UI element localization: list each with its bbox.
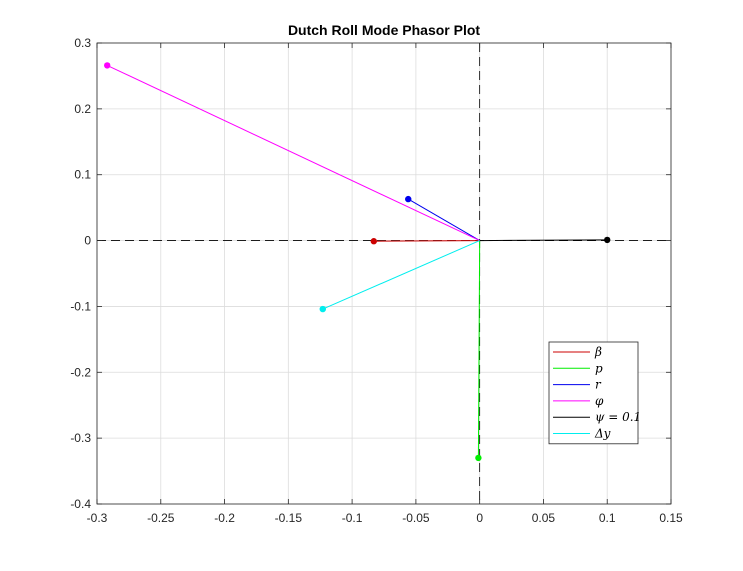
y-tick-label: -0.3 xyxy=(70,431,91,445)
x-tick-label: 0.1 xyxy=(599,511,616,525)
x-tick-label: 0.05 xyxy=(532,511,556,525)
legend-label-4: ψ = 0.1 xyxy=(595,410,641,424)
legend-label-1: p xyxy=(595,361,603,375)
x-tick-label: 0.15 xyxy=(659,511,683,525)
y-tick-label: 0 xyxy=(84,234,91,248)
series-line-4 xyxy=(479,239,608,242)
x-tick-label: -0.15 xyxy=(275,511,303,525)
x-tick-label: 0 xyxy=(476,511,483,525)
series-line-3 xyxy=(106,64,480,242)
series-endpoint-2 xyxy=(405,195,412,203)
x-tick-label: -0.3 xyxy=(87,511,108,525)
series-line-2 xyxy=(407,198,480,242)
y-tick-label: 0.2 xyxy=(74,102,91,116)
legend-label-3: φ xyxy=(595,394,604,408)
legend-label-0: β xyxy=(594,345,602,359)
x-tick-label: -0.05 xyxy=(402,511,430,525)
x-tick-label: -0.25 xyxy=(147,511,175,525)
axes-box xyxy=(96,42,672,505)
y-axis-ticks: -0.4 -0.3 -0.2 -0.1 0 0.1 0.2 0.3 xyxy=(70,36,671,511)
series-line-0 xyxy=(373,240,480,242)
y-tick-label: -0.2 xyxy=(70,365,91,379)
x-axis-ticks: -0.3 -0.25 -0.2 -0.15 -0.1 -0.05 0 0.05 0.1 0.15 xyxy=(87,43,683,525)
series-line-1 xyxy=(477,240,481,458)
y-tick-label: -0.1 xyxy=(70,299,91,313)
series-endpoint-0 xyxy=(370,238,377,245)
series-line-5 xyxy=(322,240,480,310)
series-endpoint-5 xyxy=(319,305,326,313)
x-tick-label: -0.1 xyxy=(342,511,363,525)
y-tick-label: -0.4 xyxy=(70,497,91,511)
series-endpoint-4 xyxy=(604,236,611,244)
legend-label-2: r xyxy=(595,378,602,392)
series-group xyxy=(104,62,611,462)
series-endpoint-1 xyxy=(475,454,482,462)
y-tick-label: 0.3 xyxy=(74,36,91,50)
series-endpoint-3 xyxy=(104,62,111,69)
y-tick-label: 0.1 xyxy=(74,168,91,182)
legend-label-5: Δy xyxy=(594,427,611,441)
x-tick-label: -0.2 xyxy=(214,511,235,525)
chart-title: Dutch Roll Mode Phasor Plot xyxy=(288,22,480,38)
legend-box xyxy=(548,341,639,445)
